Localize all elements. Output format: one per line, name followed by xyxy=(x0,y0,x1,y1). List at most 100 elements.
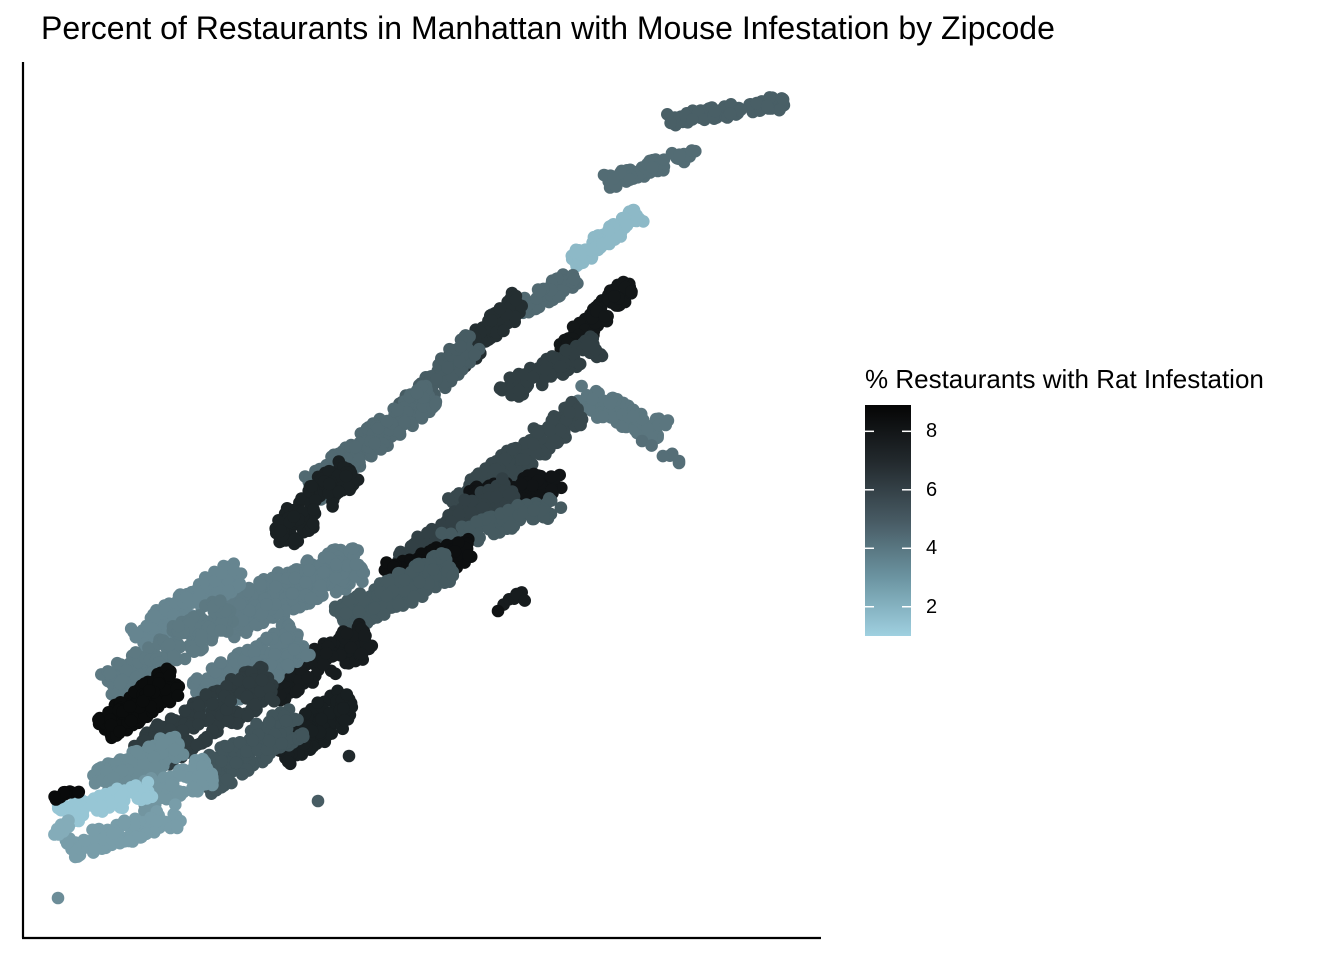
data-point xyxy=(168,743,181,757)
data-point xyxy=(246,733,259,747)
data-point xyxy=(205,770,219,784)
data-point xyxy=(94,800,108,813)
data-point xyxy=(214,656,228,669)
data-point xyxy=(274,524,288,538)
data-point xyxy=(106,827,120,840)
data-point xyxy=(543,423,557,437)
data-point xyxy=(262,734,276,748)
data-point xyxy=(545,414,559,427)
data-point xyxy=(527,437,540,451)
data-point xyxy=(268,648,282,661)
data-point xyxy=(526,479,539,492)
data-point xyxy=(128,818,141,831)
data-point xyxy=(646,161,659,174)
data-point xyxy=(708,104,722,118)
data-point xyxy=(542,492,556,505)
data-point xyxy=(255,673,269,687)
data-point xyxy=(220,773,234,786)
data-point xyxy=(340,627,354,640)
legend-tick-label: 8 xyxy=(926,420,938,443)
data-point xyxy=(603,397,617,410)
data-point xyxy=(608,290,621,303)
data-point xyxy=(412,560,425,573)
data-point xyxy=(339,607,353,620)
data-point xyxy=(438,548,452,561)
data-point xyxy=(567,272,581,286)
data-point xyxy=(141,776,155,789)
data-point xyxy=(300,649,313,663)
data-point xyxy=(236,614,249,627)
data-point xyxy=(368,601,381,615)
data-point xyxy=(371,422,385,435)
data-point xyxy=(113,725,126,738)
data-point xyxy=(130,628,144,641)
data-point xyxy=(247,645,261,659)
data-point xyxy=(340,688,354,701)
data-point xyxy=(476,501,490,515)
cluster-financial-north xyxy=(51,776,159,828)
data-point xyxy=(664,116,677,130)
data-point xyxy=(575,379,588,393)
data-point xyxy=(104,718,118,732)
data-point xyxy=(251,743,265,756)
data-point xyxy=(171,689,185,702)
data-point xyxy=(606,411,619,424)
data-point xyxy=(503,520,517,533)
data-point xyxy=(429,397,442,411)
data-point xyxy=(162,638,176,652)
data-point xyxy=(442,492,455,505)
data-point xyxy=(489,463,503,476)
cluster-washington-heights-north xyxy=(597,144,702,194)
data-point xyxy=(458,493,472,507)
data-point xyxy=(302,563,316,577)
data-point xyxy=(191,785,204,798)
legend-title: % Restaurants with Rat Infestation xyxy=(865,364,1264,394)
data-point xyxy=(490,490,503,504)
data-point xyxy=(329,558,343,571)
data-point xyxy=(275,737,289,750)
cluster-lower-east-side xyxy=(188,703,310,800)
data-point xyxy=(164,712,178,725)
data-point xyxy=(194,634,208,647)
data-point xyxy=(140,792,154,805)
data-point xyxy=(517,505,530,519)
data-point xyxy=(262,682,276,695)
data-point xyxy=(518,594,531,607)
data-point xyxy=(280,632,293,645)
data-point xyxy=(237,654,251,668)
data-point xyxy=(314,579,328,592)
data-point xyxy=(531,426,545,439)
data-point xyxy=(533,284,547,298)
data-point xyxy=(281,658,295,672)
data-point xyxy=(167,649,180,663)
data-point xyxy=(441,361,454,375)
data-point xyxy=(150,814,164,828)
data-point xyxy=(137,756,150,770)
data-point xyxy=(134,831,147,844)
legend-colorbar xyxy=(865,405,911,636)
data-point xyxy=(288,533,302,546)
data-point xyxy=(446,569,460,582)
data-point xyxy=(656,449,670,463)
data-point xyxy=(391,403,404,417)
data-point xyxy=(430,373,443,386)
data-point xyxy=(86,823,99,837)
cluster-tribeca-edge xyxy=(48,785,86,806)
data-point xyxy=(426,563,440,576)
data-point xyxy=(241,709,255,723)
legend-tick-label: 4 xyxy=(926,537,938,560)
data-point xyxy=(155,738,169,751)
data-point xyxy=(262,715,276,729)
data-point xyxy=(393,425,407,439)
cluster-central-harlem xyxy=(493,330,609,403)
data-point xyxy=(416,400,430,413)
data-point xyxy=(602,224,615,237)
data-point xyxy=(435,526,448,540)
data-point xyxy=(586,392,599,406)
data-point xyxy=(686,113,699,126)
data-point xyxy=(209,665,222,679)
data-point xyxy=(317,658,330,671)
data-point xyxy=(195,768,209,782)
data-point xyxy=(527,504,540,517)
